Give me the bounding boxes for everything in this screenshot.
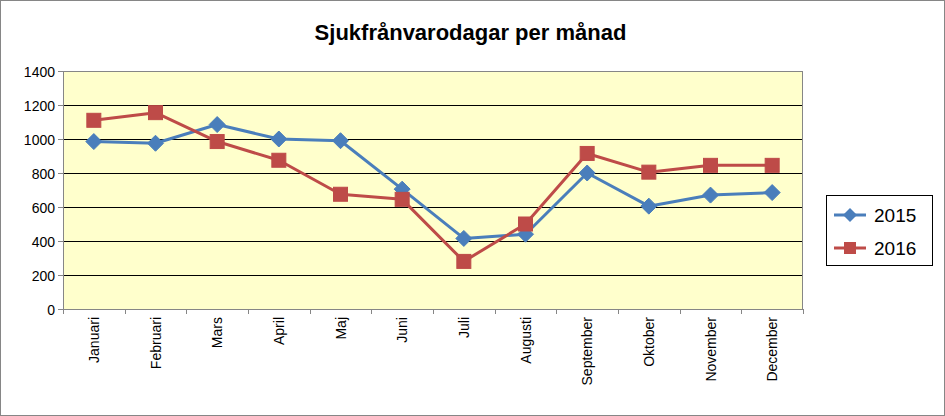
- x-tick-label: Augusti: [518, 317, 534, 364]
- x-tick-label: Februari: [148, 317, 164, 369]
- x-tick-label: Maj: [333, 317, 349, 340]
- y-tick-label: 200: [32, 268, 56, 284]
- legend-marker: [843, 208, 857, 222]
- y-tick: [58, 105, 63, 106]
- x-tick-label: Juni: [394, 317, 410, 343]
- marker: [703, 187, 719, 203]
- marker: [579, 165, 595, 181]
- x-tick-label: Januari: [86, 317, 102, 363]
- x-tick: [63, 309, 64, 314]
- grid-line: [63, 105, 803, 106]
- y-tick-label: 600: [32, 200, 56, 216]
- y-tick: [58, 139, 63, 140]
- marker: [704, 158, 718, 172]
- series-line: [94, 113, 772, 262]
- y-tick: [58, 309, 63, 310]
- marker: [764, 185, 780, 201]
- y-tick: [58, 207, 63, 208]
- grid-line: [63, 275, 803, 276]
- marker: [333, 133, 349, 149]
- x-tick: [371, 309, 372, 314]
- marker: [580, 146, 594, 160]
- x-tick-label: Oktober: [641, 317, 657, 367]
- marker: [519, 217, 533, 231]
- y-tick-label: 400: [32, 234, 56, 250]
- grid-line: [63, 173, 803, 174]
- x-tick: [310, 309, 311, 314]
- legend: [827, 196, 933, 266]
- marker: [457, 254, 471, 268]
- title: Sjukfrånvarodagar per månad: [315, 20, 627, 45]
- plot-frame: [64, 72, 803, 310]
- x-tick: [741, 309, 742, 314]
- x-tick: [433, 309, 434, 314]
- x-tick: [186, 309, 187, 314]
- legend-symbol: [843, 208, 857, 222]
- x-tick: [556, 309, 557, 314]
- marker: [210, 135, 224, 149]
- x-tick: [248, 309, 249, 314]
- y-tick: [58, 241, 63, 242]
- x-tick-label: December: [764, 317, 780, 382]
- marker: [149, 106, 163, 120]
- marker: [641, 198, 657, 214]
- y-tick: [58, 173, 63, 174]
- x-tick: [618, 309, 619, 314]
- legend-label: 2016: [874, 238, 916, 259]
- chart: Sjukfrånvarodagar per månad 0 200 400 600 800…: [0, 0, 945, 416]
- marker: [86, 134, 102, 150]
- marker: [271, 131, 287, 147]
- x-tick: [495, 309, 496, 314]
- marker: [334, 187, 348, 201]
- marker: [87, 113, 101, 127]
- x-tick: [680, 309, 681, 314]
- marker: [209, 117, 225, 133]
- x-tick-label: November: [703, 317, 719, 382]
- y-tick-label: 1400: [24, 64, 55, 80]
- legend-label: 2015: [874, 205, 916, 226]
- y-tick-label: 1200: [24, 98, 55, 114]
- grid-line: [63, 241, 803, 242]
- y-tick: [58, 275, 63, 276]
- y-tick-label: 1000: [24, 132, 55, 148]
- marker: [272, 153, 286, 167]
- x-tick-label: April: [271, 317, 287, 345]
- x-tick: [803, 309, 804, 314]
- marker: [765, 158, 779, 172]
- grid-line: [63, 207, 803, 208]
- y-tick: [58, 71, 63, 72]
- marker: [456, 230, 472, 246]
- x-tick-label: September: [579, 317, 595, 386]
- y-tick-label: 0: [47, 302, 55, 318]
- plot-area: [63, 71, 803, 309]
- x-tick-label: Juli: [456, 317, 472, 338]
- x-tick-label: Mars: [209, 317, 225, 348]
- legend-symbol: [844, 242, 856, 254]
- marker: [395, 192, 409, 206]
- marker: [148, 135, 164, 151]
- marker: [642, 165, 656, 179]
- series-group: [86, 106, 780, 269]
- legend-marker: [844, 242, 856, 254]
- chart-frame: [1, 1, 945, 416]
- y-tick-label: 800: [32, 166, 56, 182]
- series-line: [94, 125, 772, 239]
- x-tick: [125, 309, 126, 314]
